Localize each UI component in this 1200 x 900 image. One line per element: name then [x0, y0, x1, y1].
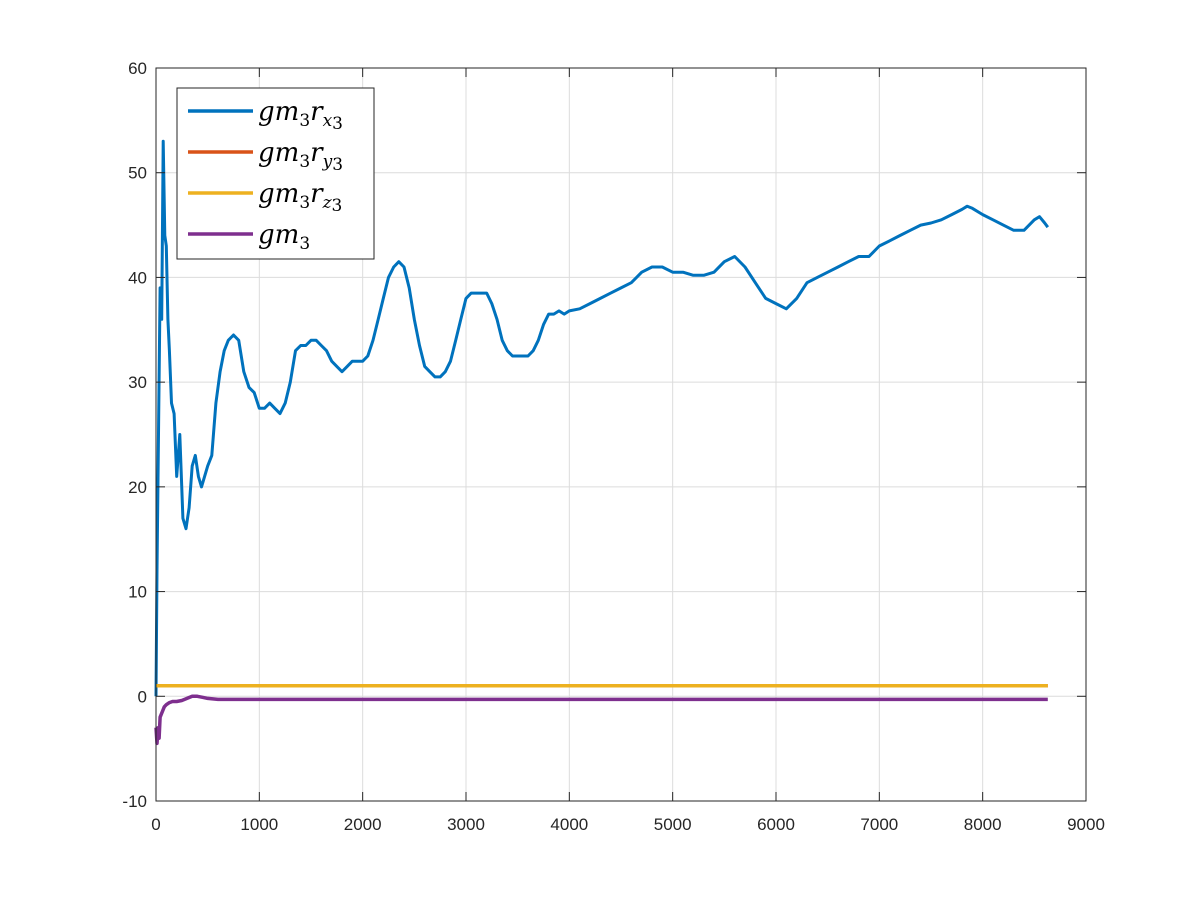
y-tick-label: 50	[128, 164, 147, 183]
x-tick-label: 9000	[1067, 815, 1105, 834]
legend-label: gm3rz3	[258, 179, 342, 216]
y-tick-label: 60	[128, 59, 147, 78]
x-tick-label: 3000	[447, 815, 485, 834]
legend-label: gm3rx3	[258, 97, 343, 134]
y-tick-label: 20	[128, 478, 147, 497]
legend-label: gm3ry3	[258, 138, 343, 175]
y-tick-label: 10	[128, 583, 147, 602]
legend-label: gm3	[258, 220, 310, 254]
legend: gm3rx3 gm3ry3 gm3rz3 gm3	[176, 87, 375, 260]
y-tick-label: 0	[138, 687, 147, 706]
x-tick-label: 1000	[240, 815, 278, 834]
grid	[156, 68, 1086, 801]
x-tick-label: 8000	[964, 815, 1002, 834]
x-tick-label: 6000	[757, 815, 795, 834]
legend-box	[176, 87, 375, 260]
series-line-gm3rx3	[154, 139, 1050, 697]
axes-box	[155, 67, 1087, 802]
y-tick-label: 30	[128, 373, 147, 392]
y-tick-label: -10	[122, 792, 147, 811]
series-layer	[154, 139, 1050, 746]
x-tick-label: 7000	[860, 815, 898, 834]
x-tick-label: 4000	[550, 815, 588, 834]
ticks: 0 1000 2000 3000 4000 5000 6000 7000 8000 9000 -10…	[122, 59, 1104, 834]
x-tick-label: 2000	[344, 815, 382, 834]
x-tick-label: 0	[151, 815, 160, 834]
y-tick-label: 40	[128, 268, 147, 287]
x-tick-label: 5000	[654, 815, 692, 834]
series-line-gm3	[154, 694, 1048, 746]
